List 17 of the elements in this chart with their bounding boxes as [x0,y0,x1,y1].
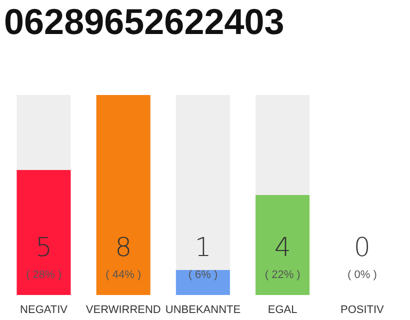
chart-title: 06289652622403 [4,0,284,44]
data-label: 8 [115,233,132,263]
data-label: 1 [194,233,212,263]
annotation: ( 44% ) [106,269,142,281]
bar [176,270,230,295]
data-label: 5 [36,233,52,263]
annotation: ( 0% ) [348,269,377,281]
annotation: ( 22% ) [264,269,300,281]
x-tick-label: EGAL [268,304,298,316]
annotation: ( 6% ) [188,269,218,281]
annotation: ( 28% ) [26,269,62,281]
x-tick-label: NEGATIV [20,304,68,316]
x-tick-label: POSITIV [340,304,385,316]
x-tick-label: UNBEKANNTE [165,304,241,316]
x-tick-label: VERWIRREND [86,304,161,316]
data-label: 4 [274,233,291,263]
data-label: 0 [354,233,370,263]
